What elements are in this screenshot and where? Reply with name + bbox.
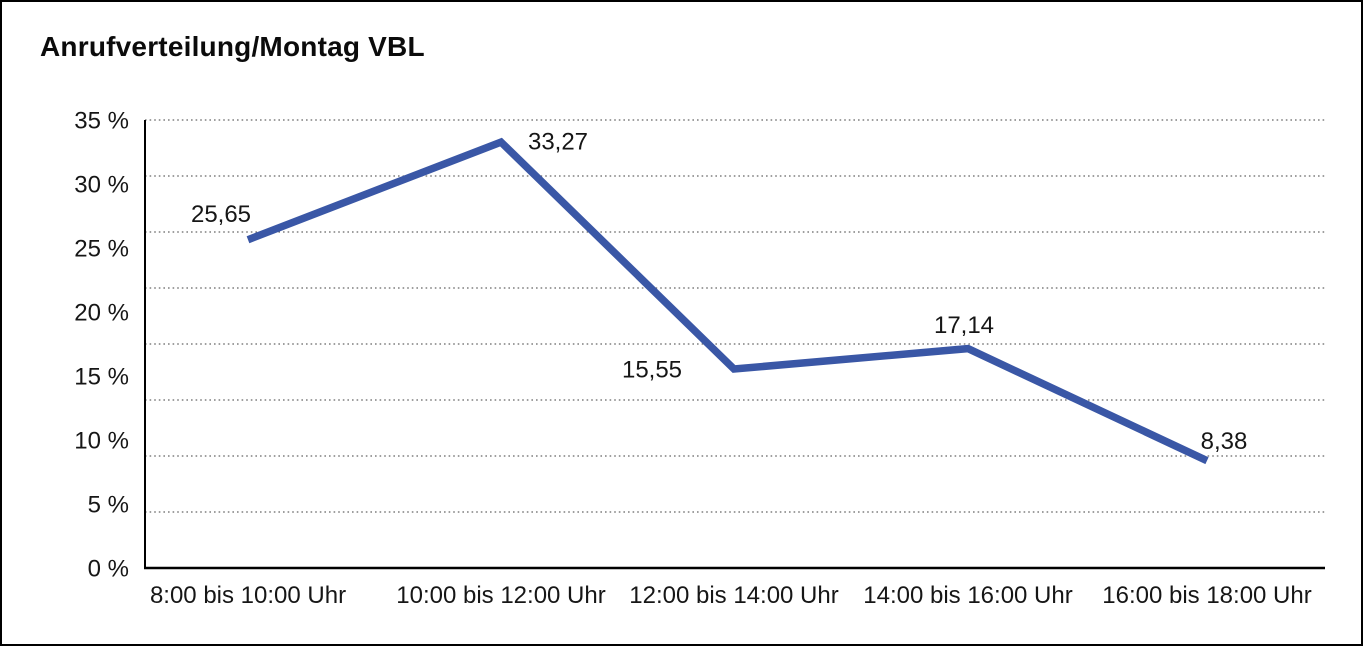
x-tick-label: 12:00 bis 14:00 Uhr [629,582,838,609]
series-line [246,137,1209,465]
data-label: 8,38 [1201,428,1248,455]
x-tick-label: 10:00 bis 12:00 Uhr [396,582,605,609]
y-tick-label: 30 % [74,172,129,199]
y-tick-label: 0 % [88,556,129,583]
y-tick-label: 15 % [74,364,129,391]
y-tick-label: 25 % [74,236,129,263]
x-tick-label: 8:00 bis 10:00 Uhr [150,582,346,609]
data-label: 33,27 [528,129,588,156]
y-tick-label: 5 % [88,492,129,519]
x-tick-label: 16:00 bis 18:00 Uhr [1102,582,1311,609]
data-label: 17,14 [934,312,994,339]
data-label: 15,55 [622,356,682,383]
y-tick-label: 10 % [74,428,129,455]
y-tick-label: 20 % [74,300,129,327]
y-tick-label: 35 % [74,108,129,135]
data-label: 25,65 [191,201,251,228]
x-tick-label: 14:00 bis 16:00 Uhr [863,582,1072,609]
chart-title: Anrufverteilung/Montag VBL [40,31,425,62]
